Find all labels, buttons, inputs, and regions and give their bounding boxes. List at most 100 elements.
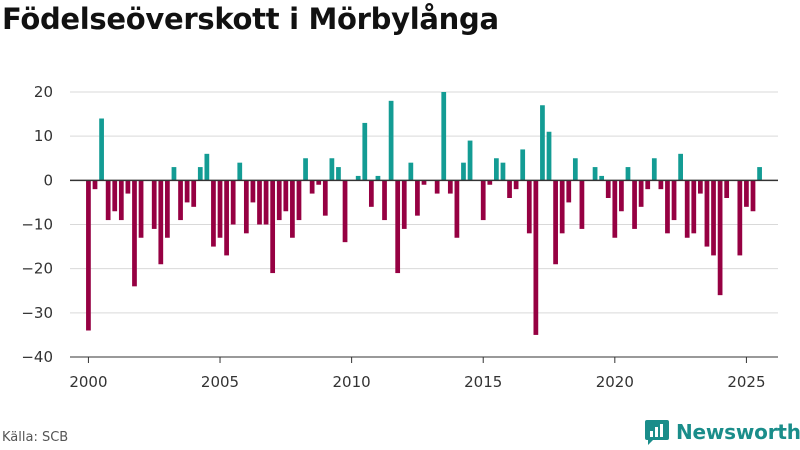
bar: [421, 180, 427, 185]
bar: [408, 162, 414, 181]
bar: [467, 140, 473, 181]
bar: [691, 180, 697, 234]
x-tick-label: 2000: [69, 373, 107, 391]
y-tick-label: 0: [43, 171, 53, 189]
bar: [415, 180, 420, 216]
bar: [671, 180, 677, 221]
bar: [599, 175, 605, 181]
bar: [303, 158, 308, 181]
bar: [638, 180, 644, 207]
gridlines: [70, 91, 778, 358]
bar: [494, 158, 499, 181]
bar: [395, 180, 401, 274]
newsworthy-logo-icon: [645, 420, 669, 445]
bar: [158, 180, 164, 265]
bar: [211, 180, 216, 247]
bar: [566, 180, 572, 203]
bar: [592, 167, 598, 181]
bar: [270, 180, 276, 274]
x-tick-label: 2015: [464, 373, 502, 391]
bar: [401, 180, 407, 229]
bar: [375, 175, 381, 181]
bar: [507, 180, 512, 198]
bar: [342, 180, 348, 243]
bar: [559, 180, 565, 234]
bar: [151, 180, 157, 229]
bar: [138, 180, 144, 238]
bar: [717, 180, 723, 296]
bar: [684, 180, 690, 238]
brand-name: Newsworthy: [676, 420, 800, 444]
x-tick-label: 2005: [201, 373, 239, 391]
bar: [382, 180, 387, 221]
bar: [665, 180, 670, 234]
y-tick-label: −20: [21, 260, 53, 278]
bar: [553, 180, 558, 265]
bar: [632, 180, 637, 229]
bar: [461, 162, 466, 181]
bar: [355, 175, 361, 181]
brand-logo: Newsworthy: [644, 418, 800, 446]
y-tick-label: 10: [34, 127, 53, 145]
bar: [704, 180, 710, 247]
bar: [112, 180, 118, 212]
bar: [388, 100, 394, 181]
bar: [296, 180, 302, 221]
y-tick-label: −40: [21, 348, 53, 366]
bar: [645, 180, 651, 190]
bar: [178, 180, 183, 221]
bar: [263, 180, 269, 225]
y-tick-label: 20: [34, 83, 53, 101]
bar: [276, 180, 282, 221]
bar: [230, 180, 236, 225]
bar: [658, 180, 664, 190]
bar: [711, 180, 716, 256]
bar: [757, 167, 762, 181]
x-tick-label: 2020: [596, 373, 634, 391]
bar: [625, 167, 631, 181]
bar: [105, 180, 111, 221]
bar: [612, 180, 618, 238]
x-tick-label: 2010: [333, 373, 371, 391]
bar: [572, 158, 578, 181]
bar: [191, 180, 197, 207]
bar: [368, 180, 374, 207]
bar: [619, 180, 624, 212]
bar: [118, 180, 124, 221]
bar: [243, 180, 249, 234]
bar: [165, 180, 170, 238]
y-tick-label: −30: [21, 304, 53, 322]
bar: [447, 180, 453, 194]
source-label: Källa: SCB: [2, 430, 69, 445]
bar: [500, 162, 506, 181]
bar: [250, 180, 256, 203]
bar: [237, 162, 243, 181]
x-axis: 2000 2005 2010 2015 2020 2025: [69, 356, 778, 391]
bar: [441, 92, 447, 181]
bar: [322, 180, 328, 216]
bar: [605, 180, 611, 198]
bar: [329, 158, 335, 181]
bar: [546, 131, 552, 181]
bar: [132, 180, 137, 287]
bar: [257, 180, 262, 225]
bar: [92, 180, 98, 190]
chart-title: Födelseöverskott i Mörbylånga: [2, 2, 499, 36]
bar: [454, 180, 460, 238]
bar: [362, 122, 368, 181]
bar: [434, 180, 440, 194]
bar: [171, 167, 177, 181]
y-axis-ticks: 20 10 0 −10 −20 −30 −40: [21, 83, 53, 366]
bar: [744, 180, 749, 207]
bar: [520, 149, 526, 181]
bar: [283, 180, 289, 212]
bar: [217, 180, 223, 238]
bar: [480, 180, 486, 221]
bar: [224, 180, 229, 256]
bar: [697, 180, 703, 194]
y-tick-label: −10: [21, 216, 53, 234]
bar: [336, 167, 341, 181]
bar: [86, 180, 91, 331]
bar: [204, 153, 210, 181]
